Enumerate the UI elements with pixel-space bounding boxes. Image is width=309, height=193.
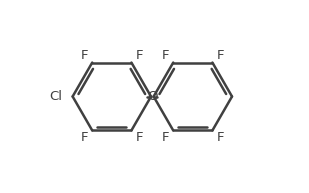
Text: F: F [162, 49, 169, 62]
Text: F: F [217, 49, 224, 62]
Text: F: F [162, 131, 169, 144]
Text: O: O [147, 90, 158, 103]
Text: F: F [81, 131, 88, 144]
Text: F: F [136, 131, 143, 144]
Text: F: F [136, 49, 143, 62]
Text: F: F [217, 131, 224, 144]
Text: Cl: Cl [49, 90, 62, 103]
Text: F: F [81, 49, 88, 62]
